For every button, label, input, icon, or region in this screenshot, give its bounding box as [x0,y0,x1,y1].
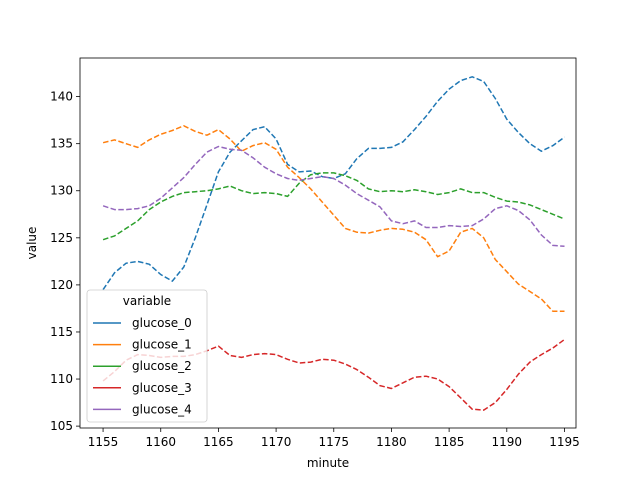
y-axis: 105 110 115 120 125 130 135 140 [50,90,80,433]
legend-items: glucose_0 glucose_1 glucose_2 glucose_3gluc… [93,316,192,416]
x-tick-label: 1175 [318,435,349,449]
series-line-glucose_2 [102,172,565,241]
y-tick-label: 115 [50,325,73,339]
y-tick-label: 140 [50,90,73,104]
x-tick-label: 1155 [88,435,119,449]
legend-label-glucose_0: glucose_0 [132,316,192,330]
y-tick-label: 110 [50,372,73,386]
plot-frame [79,57,577,429]
x-tick-label: 1165 [203,435,234,449]
series-lines [102,76,565,411]
x-tick-label: 1170 [261,435,292,449]
y-tick-label: 125 [50,231,73,245]
y-tick-label: 120 [50,278,73,292]
legend-label-glucose_1: glucose_1 [132,338,192,352]
x-tick-label: 1195 [549,435,580,449]
series-line-glucose_1 [102,125,565,313]
y-tick-label: 105 [50,419,73,433]
x-tick-label: 1160 [145,435,176,449]
series-line-glucose_4 [102,145,565,248]
y-axis-label: value [25,227,39,260]
y-tick-label: 135 [50,137,73,151]
x-axis: 1155 1160 1165 1170 1175 1180 1185 1190 1195 [88,428,580,449]
legend: variable glucose_0glucose_1glucose_2gluc… [86,289,208,423]
legend-title: variable [123,294,171,308]
legend-label-glucose_2: glucose_2 [132,359,192,373]
y-tick-label: 130 [50,184,73,198]
legend-label-glucose_3: glucose_3 [132,381,192,395]
legend-label-glucose_4: glucose_4 [132,402,192,416]
x-tick-label: 1185 [434,435,465,449]
series-line-glucose_3 [102,338,565,411]
x-tick-label: 1190 [492,435,523,449]
x-tick-label: 1180 [376,435,407,449]
x-axis-label: minute [307,456,349,470]
